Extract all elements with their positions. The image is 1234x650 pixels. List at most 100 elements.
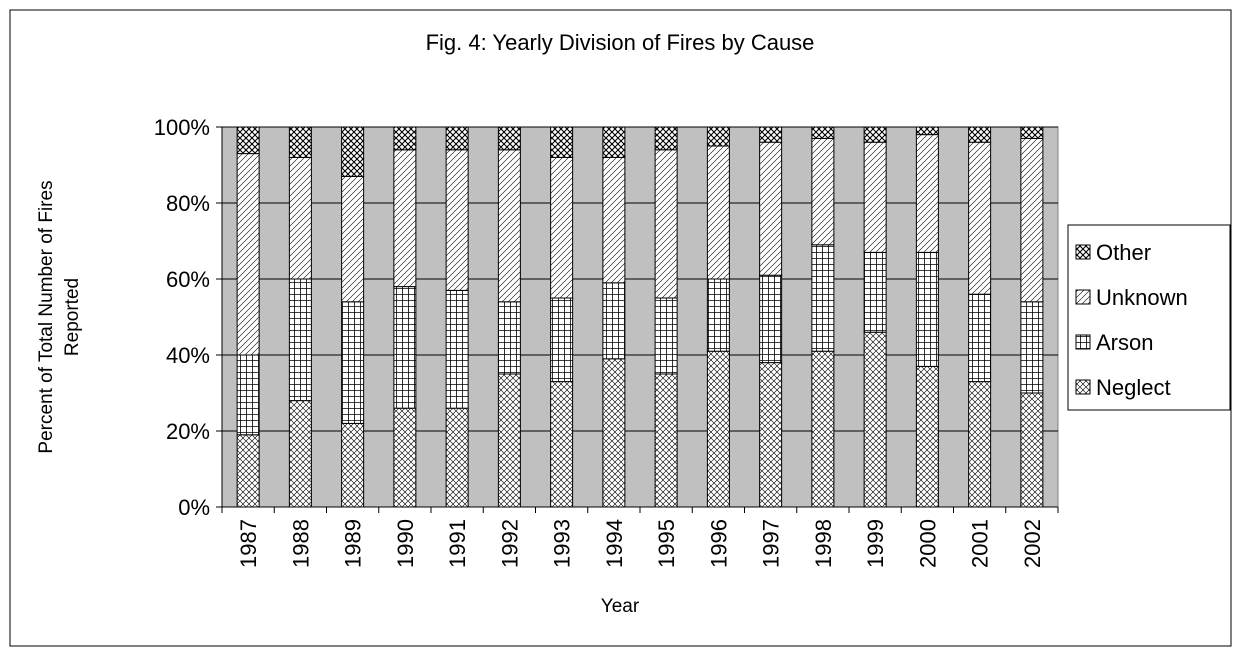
- bar-segment: [811, 137, 835, 246]
- bar-segment: [706, 126, 730, 147]
- bar-segment: [550, 156, 574, 299]
- bar-segment: [550, 126, 574, 158]
- bar-segment: [1020, 392, 1044, 508]
- legend-label: Unknown: [1096, 285, 1188, 310]
- bar-segment: [759, 362, 783, 508]
- y-tick-label: 0%: [178, 495, 210, 520]
- y-tick-label: 60%: [166, 267, 210, 292]
- legend-swatch: [1075, 244, 1091, 260]
- y-tick-label: 40%: [166, 343, 210, 368]
- bar-segment: [550, 297, 574, 383]
- y-axis-title: Percent of Total Number of Fires Reporte…: [36, 180, 83, 453]
- bar-segment: [654, 297, 678, 375]
- y-axis-title-line: Percent of Total Number of Fires: [36, 180, 57, 453]
- bar-segment: [654, 149, 678, 299]
- bar-segment: [602, 282, 626, 360]
- bar-segment: [863, 141, 887, 253]
- bar-segment: [236, 354, 260, 436]
- chart-title: Fig. 4: Yearly Division of Fires by Caus…: [426, 30, 815, 55]
- bar-segment: [341, 126, 365, 177]
- bar-segment: [341, 422, 365, 508]
- x-tick-label: 1995: [654, 519, 679, 568]
- bar-segment: [759, 141, 783, 276]
- bar-segment: [445, 289, 469, 409]
- bar-segment: [915, 134, 939, 253]
- bar-segment: [915, 365, 939, 508]
- bar-segment: [236, 126, 260, 155]
- x-tick-label: 1999: [863, 519, 888, 568]
- bar-segment: [968, 141, 992, 295]
- x-tick-label: 1992: [497, 519, 522, 568]
- bar-segment: [550, 381, 574, 508]
- y-axis-title-line: Reported: [62, 278, 83, 356]
- bar-segment: [706, 350, 730, 508]
- bar-segment: [915, 251, 939, 367]
- bar-segment: [445, 126, 469, 151]
- bar-segment: [497, 373, 521, 508]
- bar-segment: [811, 350, 835, 508]
- x-tick-label: 1996: [706, 519, 731, 568]
- legend-label: Arson: [1096, 330, 1153, 355]
- x-tick-label: 1988: [288, 519, 313, 568]
- bar-segment: [236, 153, 260, 356]
- bar-segment: [1020, 126, 1044, 139]
- bar-segment: [445, 407, 469, 508]
- bar-segment: [1020, 137, 1044, 303]
- bar-segment: [706, 145, 730, 280]
- bar-segment: [915, 126, 939, 136]
- x-tick-label: 2000: [915, 519, 940, 568]
- bar-segment: [759, 126, 783, 143]
- x-tick-label: 1990: [393, 519, 418, 568]
- x-tick-label: 1998: [811, 519, 836, 568]
- x-tick-label: 2001: [968, 519, 993, 568]
- bar-segment: [968, 126, 992, 143]
- bar-segment: [445, 149, 469, 291]
- bar-segment: [863, 331, 887, 508]
- bar-segment: [863, 126, 887, 143]
- bar-segment: [602, 126, 626, 158]
- y-tick-label: 80%: [166, 191, 210, 216]
- bar-segment: [602, 156, 626, 284]
- bar-segment: [393, 126, 417, 151]
- legend-swatch: [1075, 334, 1091, 350]
- bar-segment: [393, 286, 417, 409]
- legend-box: [1067, 224, 1231, 411]
- bar-segment: [497, 149, 521, 303]
- bar-segment: [341, 301, 365, 424]
- bar-segment: [288, 400, 312, 508]
- y-tick-label: 20%: [166, 419, 210, 444]
- bar-segment: [393, 407, 417, 508]
- y-tick-label: 100%: [154, 115, 210, 140]
- bar-segment: [968, 293, 992, 383]
- bar-segment: [288, 278, 312, 402]
- bar-segment: [602, 358, 626, 508]
- bar-segment: [968, 381, 992, 508]
- bar-segment: [497, 126, 521, 151]
- legend-label: Other: [1096, 240, 1151, 265]
- x-tick-label: 1993: [550, 519, 575, 568]
- legend-swatch: [1075, 289, 1091, 305]
- bar-segment: [341, 175, 365, 303]
- bar-segment: [288, 156, 312, 280]
- legend-label: Neglect: [1096, 375, 1171, 400]
- x-tick-label: 1994: [602, 519, 627, 568]
- bar-segment: [706, 278, 730, 352]
- bar-segment: [1020, 301, 1044, 394]
- bar-segment: [497, 301, 521, 375]
- bar-segment: [288, 126, 312, 158]
- x-axis-title: Year: [601, 596, 640, 617]
- bar-segment: [811, 126, 835, 139]
- bar-segment: [654, 126, 678, 151]
- x-tick-label: 1987: [236, 519, 261, 568]
- bar-segment: [863, 251, 887, 333]
- bar-segment: [393, 149, 417, 288]
- x-tick-label: 1991: [445, 519, 470, 568]
- bar-segment: [236, 434, 260, 508]
- x-tick-label: 1997: [759, 519, 784, 568]
- legend-swatch: [1075, 379, 1091, 395]
- bar-segment: [811, 244, 835, 352]
- bar-segment: [759, 274, 783, 364]
- bar-segment: [654, 373, 678, 508]
